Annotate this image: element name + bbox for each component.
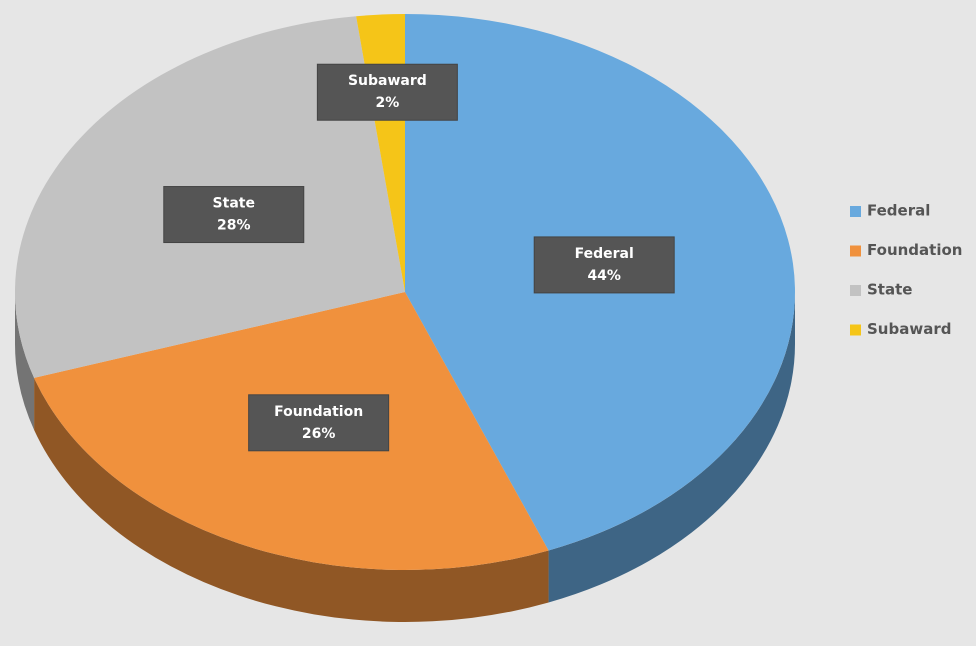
label-box	[248, 394, 390, 452]
label-name: Foundation	[274, 404, 363, 420]
label-value: 2%	[375, 95, 399, 111]
legend-label: Foundation	[867, 241, 962, 259]
slice-side	[34, 377, 549, 622]
legend-label: Federal	[867, 202, 930, 220]
legend-swatch	[850, 206, 861, 217]
legend-swatch	[850, 324, 861, 336]
label-value: 26%	[302, 426, 336, 442]
label-value: 28%	[217, 218, 251, 234]
label-name: Federal	[575, 246, 634, 262]
slice-side	[15, 292, 35, 430]
legend-label: Subaward	[867, 320, 951, 338]
legend-swatch	[850, 285, 861, 296]
label-name: State	[213, 196, 255, 212]
label-name: Subaward	[348, 73, 427, 89]
label-box	[533, 236, 675, 294]
slice-side	[548, 292, 795, 603]
label-box	[316, 63, 458, 121]
legend-swatch	[850, 245, 861, 257]
label-box	[163, 186, 305, 244]
label-value: 44%	[587, 268, 621, 284]
legend-label: State	[867, 281, 912, 299]
